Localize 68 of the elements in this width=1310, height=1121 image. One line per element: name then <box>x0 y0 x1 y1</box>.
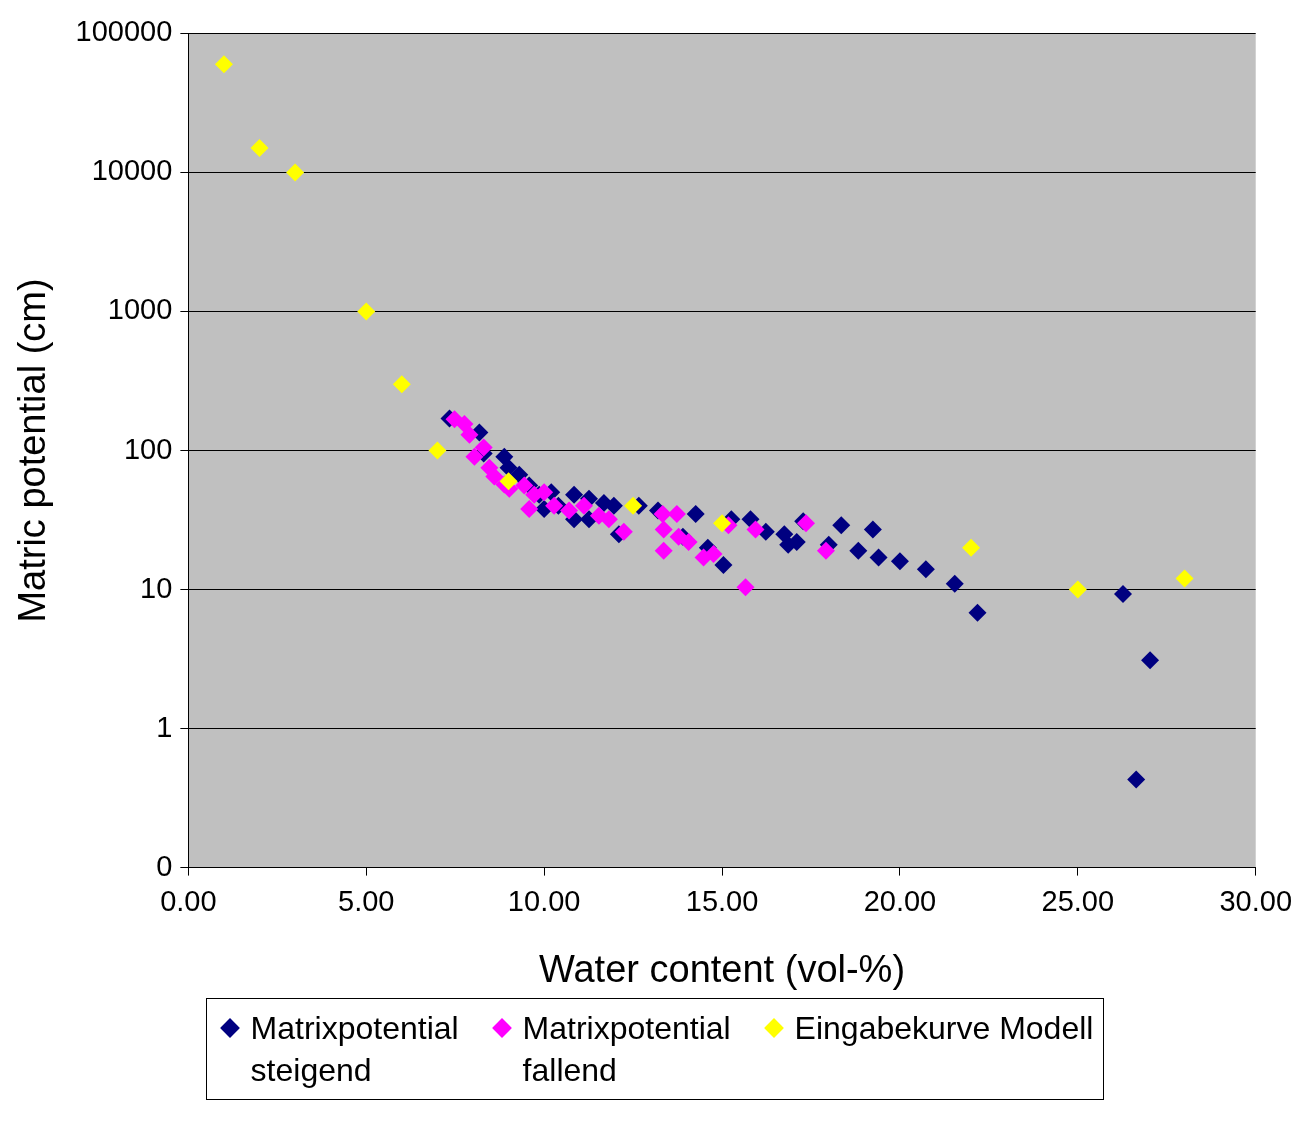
point <box>214 55 233 74</box>
point <box>515 476 534 495</box>
point <box>1114 584 1133 603</box>
point <box>869 548 888 567</box>
point <box>560 501 579 520</box>
point <box>654 541 673 560</box>
legend-label: Eingabekurve Modell <box>794 1009 1094 1048</box>
y-tick-label: 100000 <box>75 15 173 48</box>
point <box>1175 569 1194 588</box>
point <box>736 578 755 597</box>
point <box>1068 580 1087 599</box>
x-tick-label: 0.00 <box>160 885 217 917</box>
point <box>713 514 732 533</box>
point <box>968 603 987 622</box>
point <box>746 520 765 539</box>
point <box>741 510 760 529</box>
x-tick-label: 25.00 <box>1041 885 1115 917</box>
point <box>945 574 964 593</box>
point <box>1141 651 1160 670</box>
point <box>428 441 447 460</box>
point <box>455 415 474 434</box>
point <box>250 138 269 157</box>
legend-label: Matrixpotential steigend <box>250 1009 460 1090</box>
x-tick-label: 10.00 <box>507 885 581 917</box>
point <box>465 447 484 466</box>
y-tick-label: 0 <box>156 849 173 882</box>
point <box>916 560 935 579</box>
y-tick-label: 1 <box>156 710 173 743</box>
point <box>392 375 411 394</box>
y-axis-title: Matric potential (cm) <box>11 278 54 623</box>
point <box>849 541 868 560</box>
legend-label: Matrixpotential fallend <box>522 1009 732 1090</box>
y-tick-label: 10000 <box>91 154 173 187</box>
x-tick-label: 30.00 <box>1219 885 1292 917</box>
point <box>679 532 698 551</box>
y-tick-label: 100 <box>123 432 173 465</box>
point <box>1127 770 1146 789</box>
point <box>863 520 882 539</box>
point <box>485 467 504 486</box>
y-tick-label: 1000 <box>107 293 173 326</box>
point <box>535 483 554 502</box>
point <box>653 504 672 523</box>
point <box>816 541 835 560</box>
point <box>545 496 564 515</box>
point <box>495 447 514 466</box>
point <box>890 552 909 571</box>
point <box>565 485 584 504</box>
x-tick-label: 15.00 <box>685 885 759 917</box>
point <box>686 504 705 523</box>
point <box>286 163 305 182</box>
point <box>499 472 518 491</box>
point <box>667 504 686 523</box>
point <box>704 545 723 564</box>
point <box>520 499 539 518</box>
point <box>460 425 479 444</box>
point <box>474 438 493 457</box>
point <box>614 522 633 541</box>
y-tick-label: 10 <box>140 571 173 604</box>
point <box>575 496 593 515</box>
point <box>714 556 733 575</box>
point <box>624 496 643 515</box>
point <box>962 538 981 557</box>
x-tick-label: 20.00 <box>863 885 937 917</box>
point <box>654 520 673 539</box>
x-axis-title: Water content (vol-%) <box>539 947 906 990</box>
point <box>832 516 851 535</box>
point <box>357 302 376 321</box>
x-tick-label: 5.00 <box>338 885 395 917</box>
